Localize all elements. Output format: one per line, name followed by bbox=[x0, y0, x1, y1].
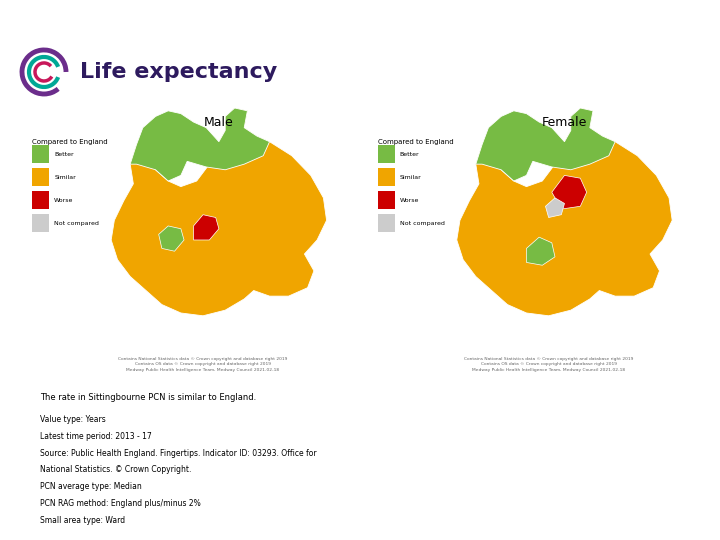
Text: Male: Male bbox=[204, 117, 234, 130]
Text: 23: 23 bbox=[9, 11, 26, 24]
Text: Latest time period: 2013 - 17: Latest time period: 2013 - 17 bbox=[40, 432, 151, 441]
Text: Better: Better bbox=[400, 152, 419, 157]
FancyBboxPatch shape bbox=[377, 214, 395, 232]
Text: Contains National Statistics data © Crown copyright and database right 2019
Cont: Contains National Statistics data © Crow… bbox=[118, 357, 288, 372]
FancyBboxPatch shape bbox=[32, 214, 50, 232]
Text: Contains National Statistics data © Crown copyright and database right 2019
Cont: Contains National Statistics data © Crow… bbox=[464, 357, 634, 372]
Polygon shape bbox=[552, 176, 587, 209]
FancyBboxPatch shape bbox=[377, 168, 395, 186]
Polygon shape bbox=[194, 215, 219, 240]
FancyBboxPatch shape bbox=[377, 145, 395, 163]
FancyBboxPatch shape bbox=[32, 145, 50, 163]
Text: Source: Public Health England. Fingertips. Indicator ID: 03293. Office for: Source: Public Health England. Fingertip… bbox=[40, 449, 316, 457]
Text: PCN average type: Median: PCN average type: Median bbox=[40, 482, 141, 491]
Text: Similar: Similar bbox=[400, 174, 421, 180]
Text: Not compared: Not compared bbox=[400, 221, 445, 226]
Polygon shape bbox=[546, 198, 564, 218]
Text: Not compared: Not compared bbox=[54, 221, 99, 226]
Text: Life expectancy: Life expectancy bbox=[80, 62, 277, 82]
Text: Female: Female bbox=[541, 117, 588, 130]
Polygon shape bbox=[111, 108, 327, 316]
Text: Small area type: Ward: Small area type: Ward bbox=[40, 516, 125, 525]
Text: Worse: Worse bbox=[54, 198, 73, 202]
Text: National Statistics. © Crown Copyright.: National Statistics. © Crown Copyright. bbox=[40, 465, 191, 474]
Text: Better: Better bbox=[54, 152, 73, 157]
Text: Compared to England: Compared to England bbox=[32, 139, 107, 145]
Text: The rate in Sittingbourne PCN is similar to England.: The rate in Sittingbourne PCN is similar… bbox=[40, 393, 256, 402]
Polygon shape bbox=[158, 226, 184, 251]
Text: Compared to England: Compared to England bbox=[377, 139, 453, 145]
Text: Similar: Similar bbox=[54, 174, 76, 180]
Text: Value type: Years: Value type: Years bbox=[40, 415, 105, 424]
Polygon shape bbox=[456, 108, 672, 316]
Polygon shape bbox=[526, 237, 555, 265]
Polygon shape bbox=[130, 108, 269, 181]
Polygon shape bbox=[476, 108, 615, 181]
FancyBboxPatch shape bbox=[32, 191, 50, 209]
FancyBboxPatch shape bbox=[377, 191, 395, 209]
Text: PCN RAG method: England plus/minus 2%: PCN RAG method: England plus/minus 2% bbox=[40, 499, 200, 508]
Text: Worse: Worse bbox=[400, 198, 419, 202]
FancyBboxPatch shape bbox=[32, 168, 50, 186]
